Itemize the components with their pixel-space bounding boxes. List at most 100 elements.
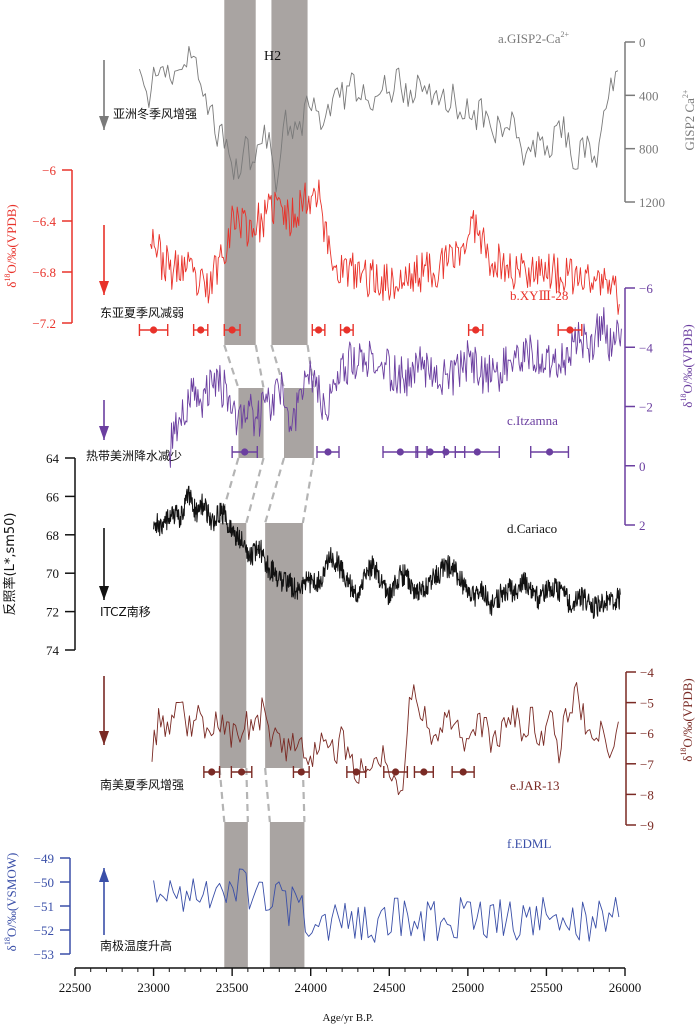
y-tick-label: 64: [46, 451, 60, 466]
arrow-head: [99, 426, 109, 440]
y-tick-label: −8: [640, 787, 654, 802]
cariaco-curve: [153, 485, 621, 619]
cariaco-legend: d.Cariaco: [507, 521, 557, 536]
xy-axis-title: δ18O/‰(VPDB): [3, 204, 19, 287]
gisp2-curve: [138, 45, 619, 193]
x-tick-label: 24500: [373, 980, 406, 995]
gisp2-axis-title: GISP2 Ca2+: [681, 89, 697, 150]
y-tick-label: −50: [34, 875, 54, 890]
date-point: [208, 768, 216, 776]
arrow-head: [99, 586, 109, 600]
gray-band: [265, 523, 303, 768]
y-tick-label: 0: [639, 35, 646, 50]
date-point: [237, 768, 246, 776]
x-axis-title: Age/yr B.P.: [322, 1012, 373, 1024]
y-tick-label: −4: [639, 340, 653, 355]
band-connector: [301, 767, 306, 823]
band-connector: [223, 344, 240, 389]
date-point: [314, 326, 323, 334]
gray-band: [224, 0, 256, 345]
y-tick-label: 800: [639, 142, 659, 157]
gray-band: [224, 822, 248, 968]
date-point: [228, 326, 236, 334]
y-tick-label: 72: [46, 605, 59, 620]
y-tick-label: 68: [46, 528, 59, 543]
date-point: [473, 448, 481, 456]
series-layer: [138, 45, 622, 943]
y-tick-label: −52: [34, 923, 54, 938]
date-point: [197, 326, 205, 334]
arrow-head: [99, 731, 109, 745]
date-point: [241, 448, 249, 456]
date-point: [149, 326, 158, 334]
band-connector: [245, 457, 265, 524]
arrow-head: [99, 281, 109, 295]
date-point: [442, 448, 450, 456]
x-tick-label: 23000: [137, 980, 170, 995]
x-tick-label: 24000: [294, 980, 327, 995]
date-point: [343, 326, 351, 334]
y-tick-label: −53: [34, 947, 54, 962]
note-itcz-shift: ITCZ南移: [100, 604, 151, 619]
x-tick-label: 25000: [452, 980, 485, 995]
arrow-head: [99, 868, 109, 882]
x-tick-label: 26000: [609, 980, 642, 995]
band-connector: [245, 767, 249, 823]
date-point: [352, 768, 360, 776]
y-tick-label: −6: [42, 163, 56, 178]
y-tick-label: 74: [46, 643, 60, 658]
itzamna-axis-title: δ18O/‰(VPDB): [679, 324, 695, 407]
band-connector: [264, 457, 286, 524]
jar-curve: [151, 682, 619, 796]
note-asian-winter-monsoon: 亚洲冬季风增强: [113, 106, 197, 121]
y-tick-label: 400: [639, 88, 659, 103]
y-tick-label: 0: [639, 459, 646, 474]
y-tick-label: −5: [640, 696, 654, 711]
edml-axis-title: δ18O/‰(VSMOW): [3, 853, 19, 952]
y-tick-label: −4: [640, 665, 654, 680]
band-connector: [218, 767, 226, 823]
y-tick-label: 2: [639, 518, 646, 533]
y-tick-label: −51: [34, 899, 54, 914]
x-tick-label: 23500: [216, 980, 249, 995]
date-point: [324, 448, 332, 456]
y-tick-label: −6.8: [32, 265, 56, 280]
band-connector: [254, 344, 265, 389]
y-tick-label: −7: [640, 757, 654, 772]
gray-band: [271, 0, 308, 345]
date-point: [472, 326, 480, 334]
gisp2-legend: a.GISP2-Ca2+: [498, 30, 569, 46]
gray-band: [269, 822, 305, 968]
date-point: [459, 768, 467, 776]
axes-layer: 0 400 800 1200 −7.2 −6.8 −6.4 −6 −6 −4 −2 0 2 64 66 68 7…: [32, 35, 665, 995]
x-tick-label: 25500: [530, 980, 563, 995]
note-east-asian-summer-monsoon: 东亚夏季风减弱: [100, 306, 184, 320]
arrow-head: [99, 116, 109, 130]
date-point: [566, 326, 574, 334]
x-tick-label: 22500: [59, 980, 92, 995]
date-point: [545, 448, 554, 456]
xy-legend: b.XYⅢ-28: [510, 288, 568, 303]
y-tick-label: 70: [46, 566, 59, 581]
y-tick-label: 66: [46, 489, 60, 504]
date-point: [297, 768, 305, 776]
xy-curve: [149, 179, 620, 315]
y-tick-label: −2: [639, 400, 653, 415]
h2-label: H2: [264, 49, 281, 64]
cariaco-axis-title: 反照率(L*,sm50): [2, 513, 18, 616]
band-connector: [270, 344, 286, 389]
y-tick-label: −9: [640, 818, 654, 833]
band-connector: [301, 457, 315, 524]
date-point: [391, 768, 400, 776]
itzamna-curve: [168, 307, 622, 468]
note-south-american-monsoon: 南美夏季风增强: [100, 777, 184, 792]
band-connector: [264, 767, 271, 823]
y-tick-label: −6: [639, 281, 653, 296]
y-tick-label: −7.2: [32, 316, 56, 331]
y-tick-label: 1200: [639, 195, 665, 210]
date-point: [396, 448, 404, 456]
jar-legend: e.JAR-13: [510, 778, 559, 793]
edml-legend: f.EDML: [507, 836, 551, 851]
